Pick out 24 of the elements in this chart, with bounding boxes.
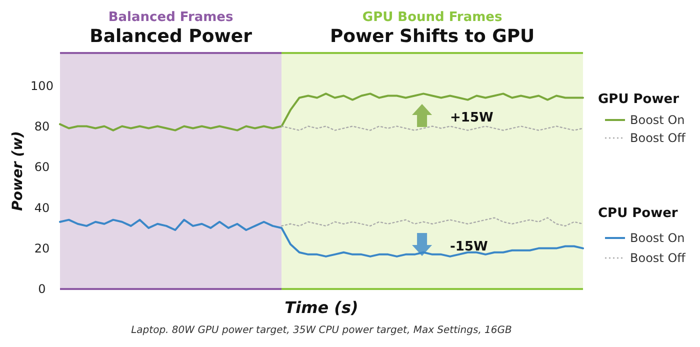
text: Balanced Power <box>90 26 252 47</box>
line-series <box>59 92 584 132</box>
y-tick-label: 40 <box>34 200 50 215</box>
legend-label: Boost On <box>630 113 685 128</box>
line-series <box>59 218 584 258</box>
annotation: +15W <box>450 110 494 126</box>
annotation: -15W <box>450 240 488 255</box>
y-tick-label: 100 <box>30 78 54 93</box>
x-axis-title: Time (s) <box>284 298 358 317</box>
y-axis-title: Power (w) <box>10 131 26 211</box>
text: Balanced Frames <box>108 10 234 25</box>
text: CPU Power <box>598 206 678 221</box>
legend-label: Boost On <box>630 231 685 246</box>
legend-label: Boost Off <box>630 131 686 146</box>
y-tick-label: 0 <box>38 282 46 296</box>
text: GPU Power <box>598 92 680 107</box>
text: Laptop. 80W GPU power target, 35W CPU power target, Max Settings, 16GB <box>131 325 512 336</box>
y-tick-label: 80 <box>34 119 50 134</box>
y-tick-label: 20 <box>34 242 50 256</box>
text: GPU Bound Frames <box>362 10 502 25</box>
line-series <box>281 217 584 227</box>
y-tick-label: 60 <box>34 160 50 174</box>
legend-label: Boost Off <box>630 251 686 266</box>
text: Power Shifts to GPU <box>330 26 535 47</box>
